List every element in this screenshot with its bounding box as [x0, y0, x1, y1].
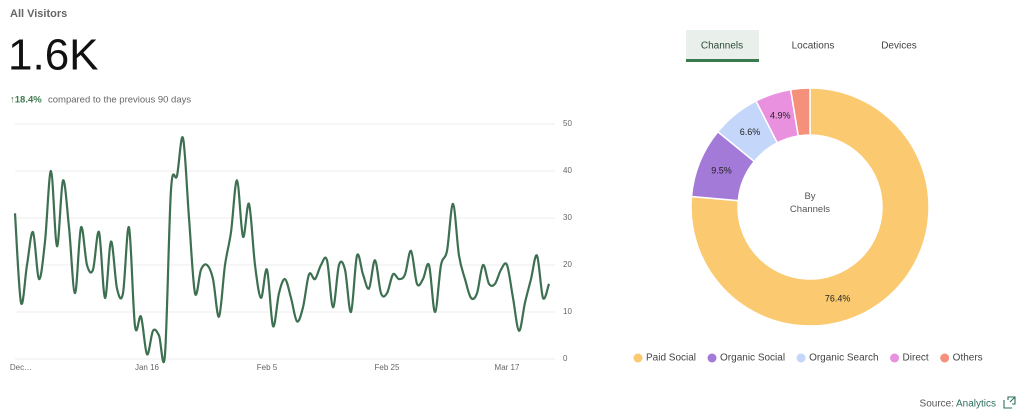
y-tick-label: 40	[563, 166, 572, 175]
legend-label: Paid Social	[646, 353, 696, 364]
x-tick-label: Feb 5	[257, 363, 278, 372]
legend-swatch	[707, 353, 717, 363]
change-value: ↑18.4%	[10, 95, 42, 106]
legend-swatch	[890, 353, 900, 363]
x-tick-label: Dec…	[10, 363, 32, 372]
x-tick-label: Feb 25	[375, 363, 400, 372]
slice-label: 4.9%	[770, 111, 791, 121]
change-note: compared to the previous 90 days	[48, 95, 191, 106]
active-tab-bg	[686, 30, 759, 60]
legend-label: Organic Search	[809, 353, 878, 364]
slice-label: 9.5%	[711, 165, 732, 175]
y-tick-label: 10	[563, 307, 572, 316]
y-tick-label: 50	[563, 119, 572, 128]
line-series	[13, 136, 551, 364]
legend-label: Others	[953, 353, 983, 364]
donut-slice	[690, 87, 930, 327]
x-tick-label: Jan 16	[135, 363, 160, 372]
tab[interactable]: Devices	[881, 41, 917, 52]
x-tick-label: Mar 17	[495, 363, 520, 372]
total-value: 1.6K	[8, 31, 99, 80]
y-tick-label: 20	[563, 260, 572, 269]
tab[interactable]: Channels	[701, 41, 743, 52]
source-link[interactable]: Analytics	[956, 399, 996, 410]
legend-swatch	[633, 353, 643, 363]
source-label: Source:	[920, 399, 954, 410]
external-link-icon	[1003, 396, 1016, 409]
donut-slice	[789, 87, 811, 137]
donut-center-label: By Channels	[789, 191, 831, 215]
card-title: All Visitors	[10, 8, 67, 20]
donut-center-box: By Channels	[789, 191, 831, 215]
y-tick-label: 30	[563, 213, 572, 222]
y-tick-label: 0	[563, 354, 568, 363]
legend-label: Organic Social	[720, 353, 785, 364]
active-tab-underline	[686, 59, 759, 62]
slice-label: 6.6%	[740, 127, 761, 137]
legend-swatch	[796, 353, 806, 363]
legend-label: Direct	[903, 353, 929, 364]
tab[interactable]: Locations	[792, 41, 835, 52]
slice-label: 76.4%	[825, 293, 851, 303]
legend-swatch	[940, 353, 950, 363]
